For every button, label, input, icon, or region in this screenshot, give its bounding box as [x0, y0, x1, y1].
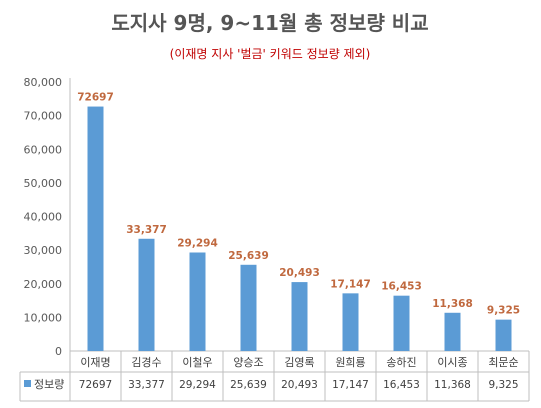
y-tick-label: 0: [55, 345, 62, 358]
category-label: 이시종: [437, 356, 467, 369]
y-tick-label: 80,000: [24, 76, 63, 89]
data-label: 72697: [77, 92, 114, 104]
table-value: 9,325: [488, 379, 518, 391]
bar: [342, 293, 359, 351]
category-label: 김경수: [131, 356, 161, 369]
bar: [444, 312, 461, 351]
table-value: 16,453: [383, 379, 420, 391]
table-value: 20,493: [281, 379, 318, 391]
y-tick-label: 30,000: [24, 244, 63, 257]
table-value: 33,377: [128, 379, 165, 391]
table-value: 17,147: [332, 379, 369, 391]
data-label: 11,368: [432, 298, 473, 310]
category-label: 양승조: [233, 356, 263, 369]
y-tick-label: 10,000: [24, 311, 63, 324]
data-label: 29,294: [177, 237, 218, 249]
chart-subtitle: (이재명 지사 '벌금' 키워드 정보량 제외): [170, 47, 371, 61]
y-tick-label: 20,000: [24, 278, 63, 291]
legend-series-name: 정보량: [34, 378, 64, 391]
table-value: 72697: [79, 379, 112, 391]
y-tick-label: 60,000: [24, 143, 63, 156]
table-value: 29,294: [179, 379, 216, 391]
category-label: 이재명: [80, 356, 110, 369]
data-label: 9,325: [487, 305, 520, 317]
data-label: 16,453: [381, 281, 422, 293]
bar: [138, 238, 155, 351]
bar: [189, 252, 206, 351]
bar: [87, 106, 104, 351]
data-label: 33,377: [126, 224, 167, 236]
bar: [495, 319, 512, 351]
category-label: 이철우: [182, 356, 212, 369]
category-label: 김영록: [284, 356, 314, 369]
data-label: 25,639: [228, 250, 269, 262]
chart-title: 도지사 9명, 9~11월 총 정보량 비교: [111, 11, 428, 35]
table-value: 25,639: [230, 379, 267, 391]
plot-area: 0 10,000 20,000 30,000 40,000 50,000 60,000 70,…: [19, 76, 530, 402]
legend-swatch: [24, 380, 31, 387]
category-label: 송하진: [386, 355, 416, 369]
y-tick-label: 50,000: [24, 177, 63, 190]
bar: [393, 295, 410, 351]
data-label: 20,493: [279, 267, 320, 279]
table-value: 11,368: [434, 379, 471, 391]
bar: [291, 282, 308, 351]
bar: [240, 264, 257, 351]
category-label: 원희룡: [335, 356, 365, 369]
data-label: 17,147: [330, 278, 371, 290]
y-tick-label: 70,000: [24, 110, 63, 123]
category-label: 최문순: [488, 356, 518, 369]
y-tick-label: 40,000: [24, 211, 63, 224]
